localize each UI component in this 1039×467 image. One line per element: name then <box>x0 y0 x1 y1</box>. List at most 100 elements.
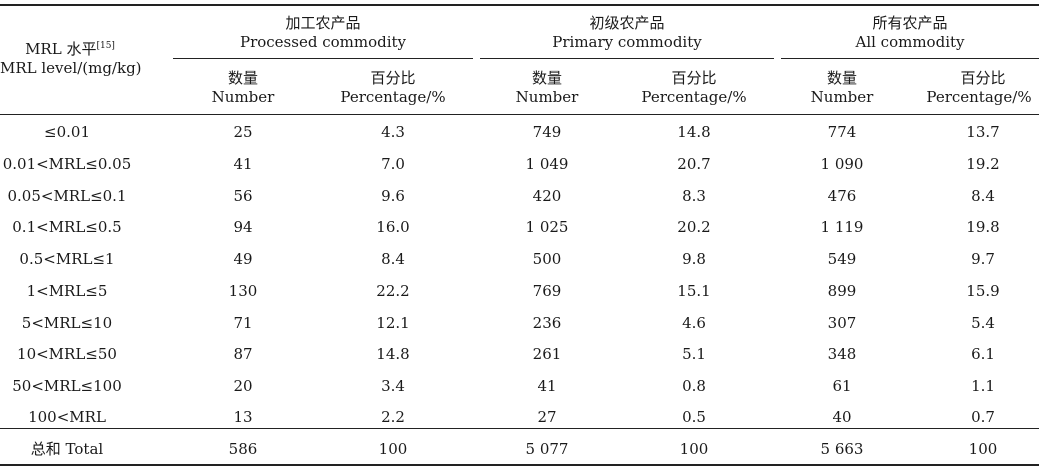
total-processed-number: 586 <box>228 440 258 458</box>
cell-all-percentage: 0.7 <box>971 408 995 426</box>
row-label: 100<MRL <box>28 408 106 426</box>
cell-all-percentage: 6.1 <box>971 345 995 363</box>
cell-processed-number: 130 <box>228 282 258 300</box>
cell-primary-percentage: 0.5 <box>682 408 706 426</box>
row-label: 0.01<MRL≤0.05 <box>2 155 132 173</box>
cell-processed-number: 41 <box>233 155 253 173</box>
row-header: MRL 水平[15] <box>0 40 140 59</box>
sub-header-number-3-cn: 数量 <box>826 69 857 87</box>
cell-processed-percentage: 12.1 <box>376 314 410 332</box>
cell-primary-percentage: 9.8 <box>682 250 706 268</box>
cell-all-number: 307 <box>827 314 857 332</box>
cell-processed-number: 71 <box>233 314 253 332</box>
cell-all-percentage: 9.7 <box>971 250 995 268</box>
group-rule-1 <box>173 58 473 59</box>
cell-primary-percentage: 4.6 <box>682 314 706 332</box>
cell-all-percentage: 5.4 <box>971 314 995 332</box>
sub-header-number-1-cn: 数量 <box>227 69 258 87</box>
cell-primary-number: 261 <box>532 345 562 363</box>
cell-all-number: 348 <box>827 345 857 363</box>
cell-all-number: 1 090 <box>820 155 864 173</box>
cell-primary-percentage: 15.1 <box>677 282 711 300</box>
cell-primary-percentage: 8.3 <box>682 187 706 205</box>
group-header-primary-en: Primary commodity <box>552 33 702 51</box>
sub-header-pct-2-en: Percentage/% <box>641 88 747 106</box>
cell-processed-percentage: 3.4 <box>381 377 405 395</box>
cell-all-percentage: 19.8 <box>966 218 1000 236</box>
cell-processed-percentage: 8.4 <box>381 250 405 268</box>
cell-processed-number: 94 <box>233 218 253 236</box>
row-label: 1<MRL≤5 <box>26 282 108 300</box>
sub-header-number-2-en: Number <box>515 88 579 106</box>
sub-header-number-3-en: Number <box>810 88 874 106</box>
total-primary-number: 5 077 <box>525 440 569 458</box>
group-header-all-en: All commodity <box>855 33 965 51</box>
sub-header-pct-3-en: Percentage/% <box>926 88 1032 106</box>
row-label: ≤0.01 <box>44 123 90 141</box>
cell-all-percentage: 1.1 <box>971 377 995 395</box>
row-label: 50<MRL≤100 <box>12 377 122 395</box>
cell-processed-number: 13 <box>233 408 253 426</box>
cell-primary-number: 1 049 <box>525 155 569 173</box>
group-header-primary-cn: 初级农产品 <box>589 14 665 32</box>
cell-primary-percentage: 14.8 <box>677 123 711 141</box>
sub-header-pct-2-cn: 百分比 <box>671 69 717 87</box>
cell-primary-number: 1 025 <box>525 218 569 236</box>
cell-all-percentage: 19.2 <box>966 155 1000 173</box>
row-label: 5<MRL≤10 <box>21 314 113 332</box>
sub-header-pct-1-cn: 百分比 <box>370 69 416 87</box>
cell-primary-number: 27 <box>537 408 557 426</box>
cell-all-number: 61 <box>832 377 852 395</box>
top-rule <box>0 4 1039 6</box>
cell-processed-number: 87 <box>233 345 253 363</box>
header-bottom-rule <box>0 114 1039 115</box>
cell-all-percentage: 13.7 <box>966 123 1000 141</box>
sub-header-pct-3-cn: 百分比 <box>960 69 1006 87</box>
cell-all-number: 549 <box>827 250 857 268</box>
total-all-percentage: 100 <box>968 440 998 458</box>
cell-all-number: 476 <box>827 187 857 205</box>
cell-primary-percentage: 20.2 <box>677 218 711 236</box>
cell-processed-percentage: 7.0 <box>381 155 405 173</box>
total-rule <box>0 428 1039 429</box>
group-rule-2 <box>480 58 774 59</box>
group-header-all-cn: 所有农产品 <box>872 14 948 32</box>
total-all-number: 5 663 <box>820 440 864 458</box>
cell-processed-number: 25 <box>233 123 253 141</box>
cell-primary-number: 420 <box>532 187 562 205</box>
row-label: 0.1<MRL≤0.5 <box>12 218 122 236</box>
group-header-processed-en: Processed commodity <box>239 33 407 51</box>
sub-header-pct-1-en: Percentage/% <box>340 88 446 106</box>
cell-processed-percentage: 16.0 <box>376 218 410 236</box>
total-label: 总和 Total <box>30 440 104 458</box>
cell-processed-percentage: 2.2 <box>381 408 405 426</box>
cell-primary-percentage: 0.8 <box>682 377 706 395</box>
cell-all-number: 774 <box>827 123 857 141</box>
cell-processed-number: 56 <box>233 187 253 205</box>
sub-header-number-1-en: Number <box>211 88 275 106</box>
cell-processed-percentage: 4.3 <box>381 123 405 141</box>
row-header-en: MRL level/(mg/kg) <box>0 59 142 77</box>
cell-all-number: 1 119 <box>820 218 864 236</box>
total-primary-percentage: 100 <box>679 440 709 458</box>
row-label: 0.05<MRL≤0.1 <box>7 187 127 205</box>
row-header-ref: [15] <box>96 41 115 51</box>
cell-primary-number: 500 <box>532 250 562 268</box>
sub-header-number-2-cn: 数量 <box>531 69 562 87</box>
cell-processed-number: 20 <box>233 377 253 395</box>
cell-all-percentage: 15.9 <box>966 282 1000 300</box>
cell-all-number: 40 <box>832 408 852 426</box>
row-label: 10<MRL≤50 <box>17 345 117 363</box>
group-header-processed-cn: 加工农产品 <box>285 14 361 32</box>
cell-primary-percentage: 5.1 <box>682 345 706 363</box>
group-rule-3 <box>781 58 1039 59</box>
cell-processed-percentage: 14.8 <box>376 345 410 363</box>
cell-primary-number: 41 <box>537 377 557 395</box>
total-processed-percentage: 100 <box>378 440 408 458</box>
cell-primary-number: 769 <box>532 282 562 300</box>
cell-processed-percentage: 9.6 <box>381 187 405 205</box>
cell-all-number: 899 <box>827 282 857 300</box>
bottom-rule <box>0 464 1039 466</box>
row-header-line1: MRL 水平 <box>25 40 97 58</box>
cell-primary-number: 749 <box>532 123 562 141</box>
